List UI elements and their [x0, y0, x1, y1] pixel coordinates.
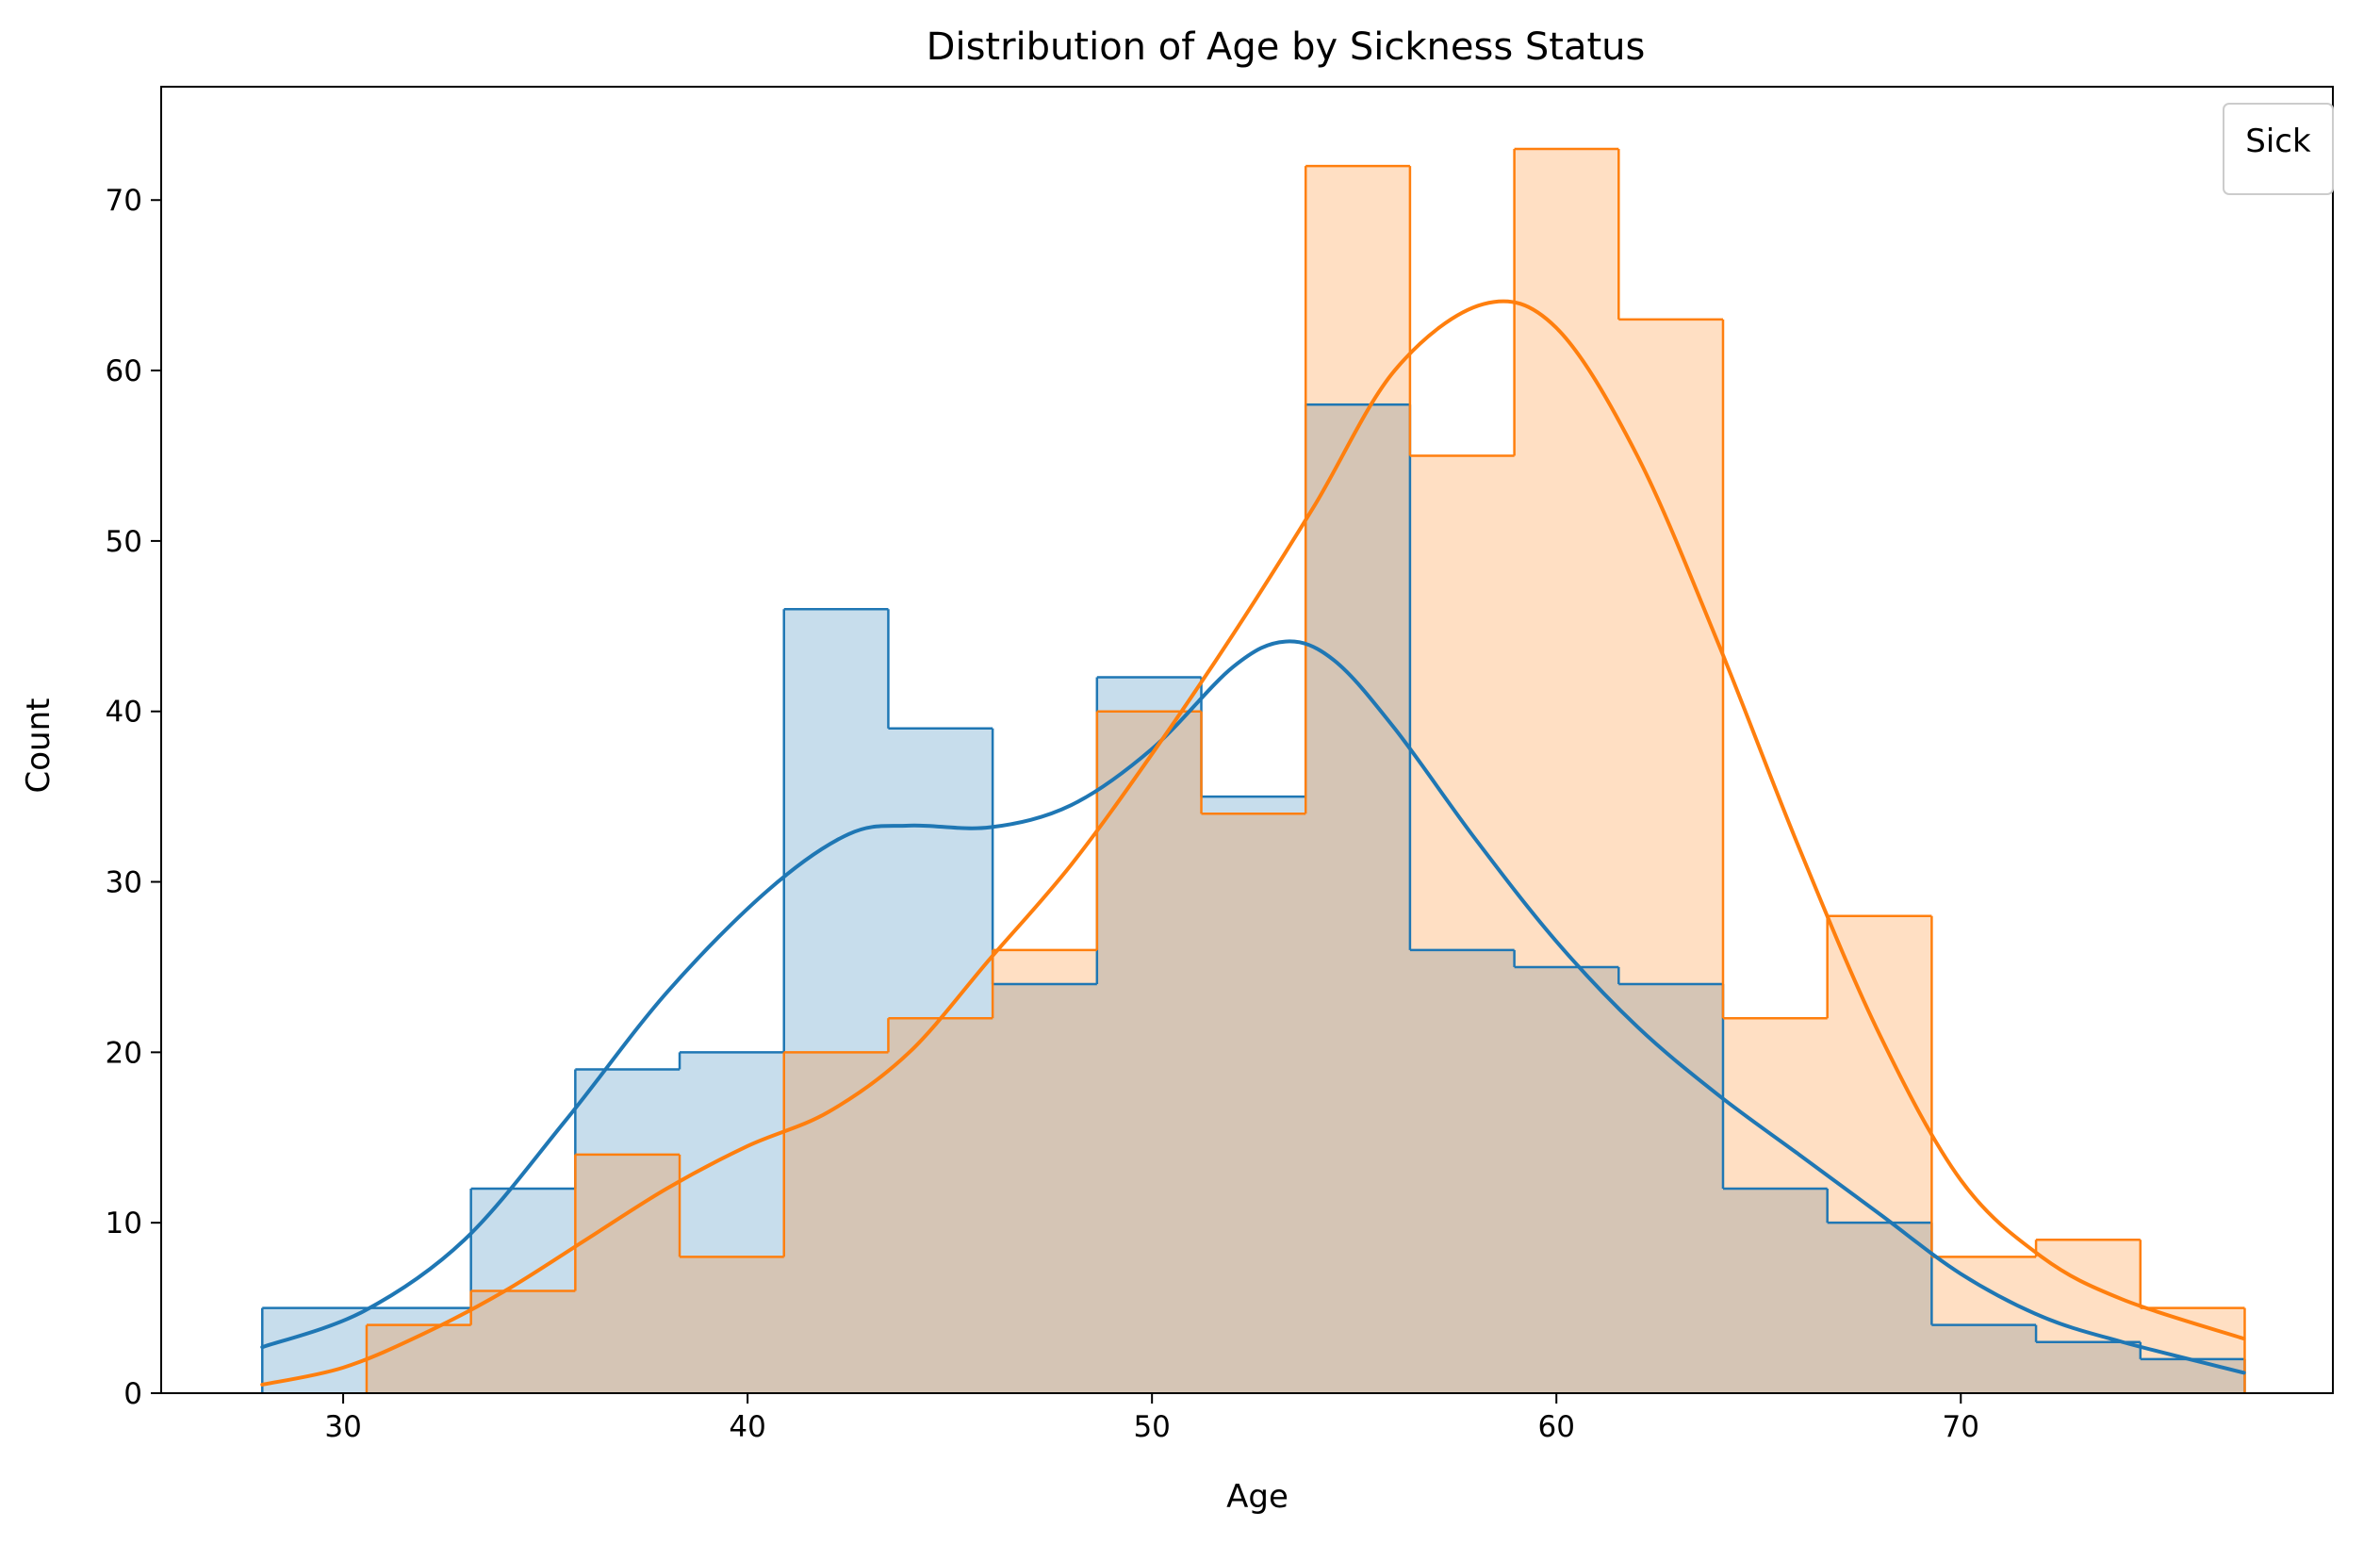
series-0-fill [262, 404, 2245, 1393]
y-tick-label: 40 [106, 696, 142, 730]
series-1-bar [574, 1153, 681, 1291]
series-0-bar [1617, 966, 1723, 986]
x-tick-label: 50 [1133, 1410, 1170, 1444]
x-tick-label: 70 [1943, 1410, 1979, 1444]
series-0-bar [469, 1187, 576, 1308]
series-1-bar [1826, 914, 1932, 1019]
series-0-bar [991, 728, 1097, 986]
series-1-bar [991, 948, 1097, 1019]
y-tick-label: 60 [106, 354, 142, 388]
legend: Sick [2223, 103, 2334, 195]
series-1-bar [782, 1051, 889, 1257]
legend-box [2223, 103, 2334, 195]
plot-area: 30 40 50 60 70 0 10 20 30 40 50 60 70 [106, 86, 2334, 1444]
x-tick-label: 30 [324, 1410, 361, 1444]
axes-frame [160, 86, 2334, 1394]
y-tick-label: 20 [106, 1036, 142, 1070]
y-tick-label: 70 [106, 184, 142, 218]
y-tick-label: 30 [106, 866, 142, 900]
series-0-bar [1826, 1189, 1932, 1224]
series-1-bar [1304, 164, 1410, 814]
series-1-bar [678, 1154, 784, 1258]
series-1-bar [1408, 166, 1515, 457]
series-1-kde-line [260, 299, 2246, 1387]
x-tick-label: 40 [729, 1410, 765, 1444]
series-0-bar [1513, 949, 1619, 969]
series-1-bar [1200, 711, 1306, 815]
legend-title: Sick [2245, 123, 2311, 160]
series-1-bar [1721, 319, 1828, 1020]
series-1-fill [262, 149, 2245, 1393]
y-tick-label: 0 [123, 1377, 142, 1411]
series-0-bar [887, 609, 993, 731]
series-0-bar [678, 1051, 784, 1070]
series-1-bar [1617, 149, 1723, 321]
y-axis-label: Count [20, 698, 57, 794]
series-1-bar [2139, 1240, 2246, 1393]
x-tick-label: 60 [1537, 1410, 1574, 1444]
series-0-kde-line [260, 639, 2246, 1375]
y-tick-label: 50 [106, 525, 142, 559]
series-0-bar [261, 1306, 367, 1393]
x-axis-label: Age [1226, 1478, 1288, 1516]
series-0-bar [1408, 404, 1515, 952]
series-1-bar [1930, 915, 2037, 1258]
y-tick-label: 10 [106, 1207, 142, 1240]
chart-title: Distribution of Age by Sickness Status [927, 25, 1646, 69]
series-0-bar [782, 607, 889, 1053]
